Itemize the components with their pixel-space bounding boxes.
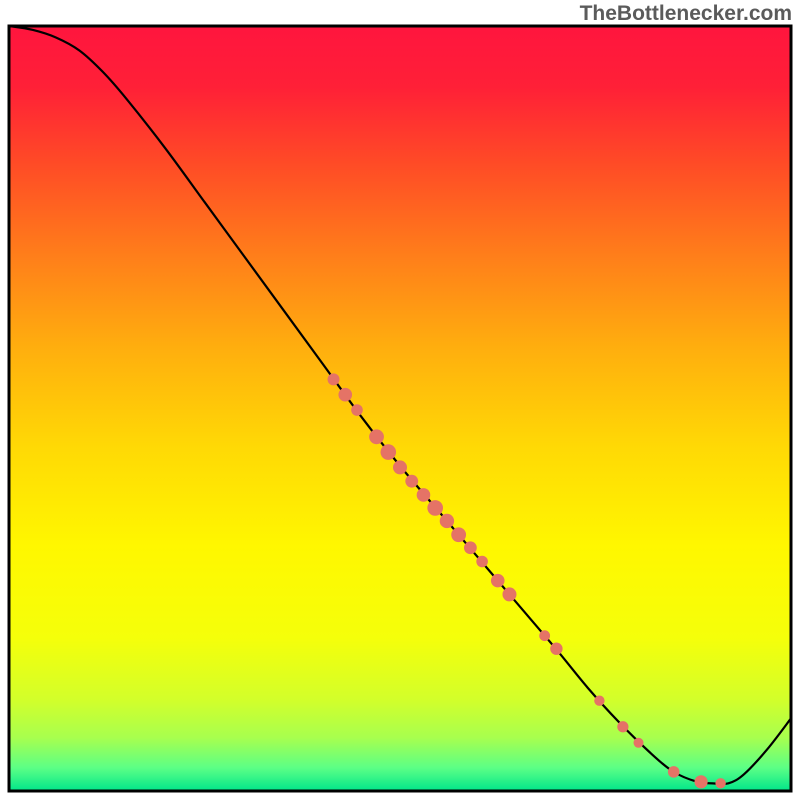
data-marker [715, 778, 725, 788]
data-marker [405, 475, 418, 488]
data-marker [502, 587, 516, 601]
data-marker [694, 775, 707, 788]
data-marker [634, 738, 644, 748]
data-marker [440, 514, 454, 528]
data-marker [338, 388, 352, 402]
data-marker [476, 556, 488, 568]
watermark-text: TheBottlenecker.com [580, 2, 792, 26]
data-marker [594, 696, 604, 706]
data-marker [617, 721, 628, 732]
data-marker [351, 404, 363, 416]
data-marker [328, 373, 340, 385]
data-marker [451, 527, 466, 542]
data-marker [369, 429, 384, 444]
plot-background [9, 26, 791, 791]
data-marker [427, 500, 443, 516]
data-marker [393, 460, 407, 474]
data-marker [380, 444, 396, 460]
chart-container: TheBottlenecker.com [0, 0, 800, 800]
data-marker [668, 766, 680, 778]
data-marker [417, 488, 431, 502]
bottleneck-curve-chart [0, 0, 800, 800]
data-marker [539, 630, 550, 641]
data-marker [464, 541, 477, 554]
data-marker [550, 643, 562, 655]
data-marker [491, 574, 505, 588]
